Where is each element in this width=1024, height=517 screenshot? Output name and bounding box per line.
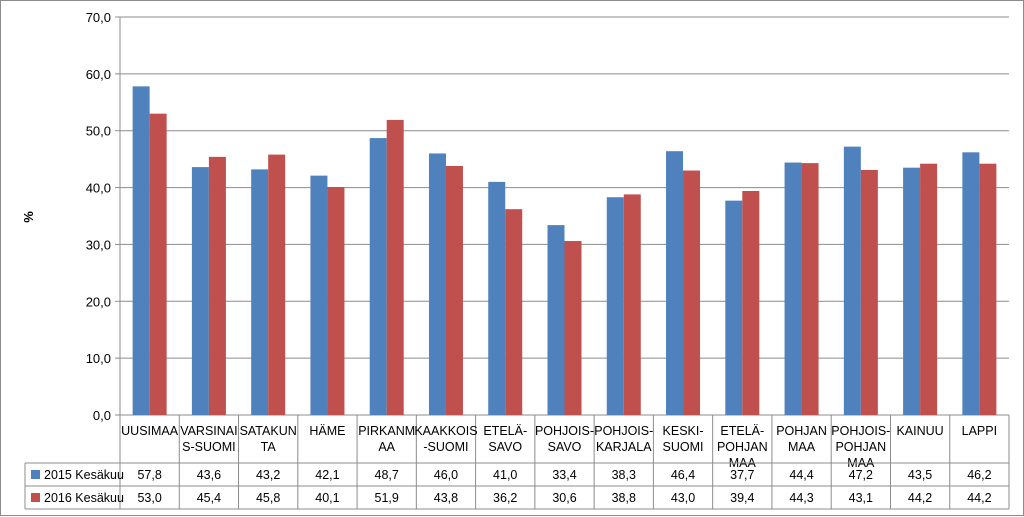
bar-series-2	[505, 209, 523, 415]
bar-series-1	[784, 162, 802, 415]
bar-series-2	[742, 190, 760, 415]
data-table-value: 48,7	[375, 468, 399, 482]
data-table-value: 39,4	[730, 491, 754, 505]
bar-series-2	[801, 163, 819, 415]
x-tick-label: POHJOIS-POHJAN MAA	[831, 424, 890, 470]
x-tick-label: SATAKUN TA	[240, 424, 297, 454]
x-tick-label: HÄME	[309, 424, 345, 438]
data-table-value: 44,4	[789, 468, 813, 482]
x-tick-label: POHJAN MAA	[776, 424, 827, 454]
data-table-value: 44,2	[967, 491, 991, 505]
x-tick-label: UUSIMAA	[121, 424, 179, 438]
bar-series-2	[386, 119, 404, 415]
x-tick-label: ETELÄ-POHJAN MAA	[717, 424, 768, 470]
data-table-value: 44,3	[789, 491, 813, 505]
data-table-value: 43,6	[197, 468, 221, 482]
bar-series-1	[725, 200, 743, 415]
bar-series-2	[327, 187, 345, 415]
y-tick-labels: 0,0 10,0 20,0 30,0 40,0 50,0 60,0 70,0	[86, 10, 111, 423]
data-table-value: 38,3	[612, 468, 636, 482]
data-table-value: 43,2	[256, 468, 280, 482]
data-table-value: 43,8	[434, 491, 458, 505]
data-table-value: 42,1	[315, 468, 339, 482]
y-tick-label: 10,0	[86, 351, 111, 366]
bar-series-1	[606, 197, 624, 415]
bar-series-2	[268, 154, 286, 415]
bar-series-1	[547, 225, 565, 415]
data-table-value: 43,1	[849, 491, 873, 505]
bar-series-2	[683, 170, 701, 415]
bar-series-2	[208, 156, 226, 415]
data-table-value: 53,0	[137, 491, 161, 505]
bars	[132, 86, 997, 416]
bar-series-2	[564, 241, 582, 415]
x-tick-label: PIRKANM AA	[358, 424, 415, 454]
data-table-value: 47,2	[849, 468, 873, 482]
data-table-value: 46,2	[967, 468, 991, 482]
y-axis-label: %	[21, 211, 36, 223]
bar-series-1	[666, 151, 684, 415]
bar-series-1	[251, 169, 269, 415]
bar-series-1	[962, 152, 980, 415]
x-tick-label: KAAKKOIS -SUOMI	[414, 424, 477, 454]
x-tick-label: KESKI-SUOMI	[663, 424, 704, 454]
data-table-value: 45,4	[197, 491, 221, 505]
data-table-value: 36,2	[493, 491, 517, 505]
legend-swatch	[31, 470, 40, 479]
data-table-value: 46,4	[671, 468, 695, 482]
data-table-value: 40,1	[315, 491, 339, 505]
y-tick-label: 40,0	[86, 181, 111, 196]
data-table-value: 43,5	[908, 468, 932, 482]
y-tick-label: 20,0	[86, 294, 111, 309]
bar-series-1	[369, 138, 387, 415]
data-table-value: 37,7	[730, 468, 754, 482]
data-table-value: 51,9	[375, 491, 399, 505]
data-table-value: 33,4	[552, 468, 576, 482]
x-tick-label: LAPPI	[962, 424, 997, 438]
data-table-value: 44,2	[908, 491, 932, 505]
x-tick-label: POHJOIS-KARJALA	[594, 424, 653, 454]
bar-series-1	[843, 146, 861, 416]
y-tick-label: 70,0	[86, 10, 111, 25]
legend-label: 2015 Kesäkuu	[44, 468, 124, 482]
data-table-value: 46,0	[434, 468, 458, 482]
x-tick-label: POHJOIS-SAVO	[535, 424, 594, 454]
bar-series-1	[488, 181, 506, 415]
bar-series-2	[920, 163, 938, 415]
bar-series-2	[149, 113, 167, 416]
y-tick-label: 30,0	[86, 237, 111, 252]
bar-series-1	[310, 175, 328, 415]
data-table-value: 45,8	[256, 491, 280, 505]
data-table-value: 30,6	[552, 491, 576, 505]
y-tick-label: 0,0	[93, 408, 111, 423]
data-table-value: 38,8	[612, 491, 636, 505]
data-table-value: 41,0	[493, 468, 517, 482]
y-tick-label: 60,0	[86, 67, 111, 82]
y-tick-label: 50,0	[86, 124, 111, 139]
bar-series-2	[623, 194, 641, 415]
legend-label: 2016 Kesäkuu	[44, 491, 124, 505]
bar-series-1	[191, 167, 209, 415]
x-tick-label: VARSINAI S-SUOMI	[180, 424, 237, 454]
bar-series-2	[860, 169, 878, 415]
bar-series-2	[445, 165, 463, 415]
x-tick-label: KAINUU	[896, 424, 943, 438]
bar-series-2	[979, 163, 997, 415]
data-table-value: 43,0	[671, 491, 695, 505]
bar-series-1	[428, 153, 446, 415]
legend-swatch	[31, 493, 40, 502]
bar-series-1	[903, 167, 921, 415]
data-table-value: 57,8	[137, 468, 161, 482]
bar-series-1	[132, 86, 150, 415]
x-tick-label: ETELÄ-SAVO	[483, 424, 527, 454]
